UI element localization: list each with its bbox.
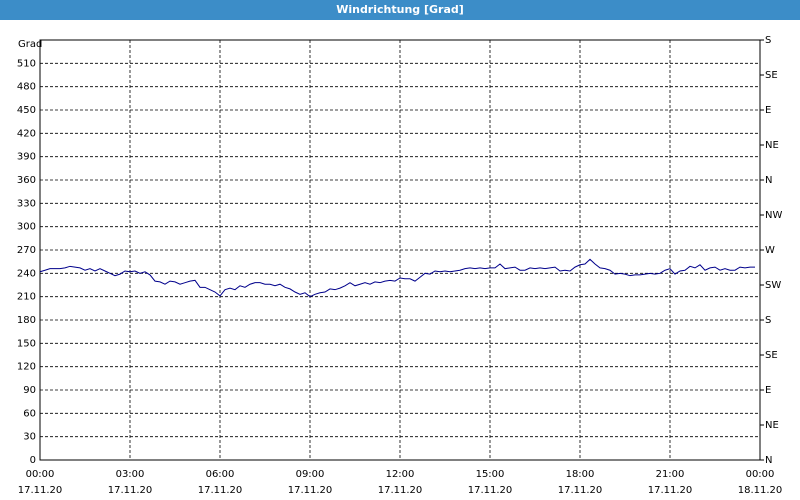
y2-tick-label: NE: [765, 420, 779, 431]
y-tick-label: 0: [30, 455, 36, 466]
y-tick-label: 180: [17, 315, 36, 326]
x-tick-label: 12:00: [386, 469, 415, 480]
y-tick-label: 420: [17, 128, 36, 139]
y-tick-label: 150: [17, 338, 36, 349]
y2-tick-label: E: [765, 105, 771, 116]
y2-tick-label: SE: [765, 350, 778, 361]
x-tick-date: 18.11.20: [738, 485, 783, 496]
y2-tick-label: S: [765, 35, 771, 46]
y-tick-label: 300: [17, 222, 36, 233]
y-tick-label: 30: [23, 432, 36, 443]
x-tick-date: 17.11.20: [558, 485, 603, 496]
x-tick-date: 17.11.20: [378, 485, 423, 496]
x-tick-label: 21:00: [656, 469, 685, 480]
y-tick-label: 450: [17, 105, 36, 116]
x-tick-date: 17.11.20: [18, 485, 63, 496]
x-tick-label: 18:00: [566, 469, 595, 480]
y-tick-label: 330: [17, 198, 36, 209]
y-tick-label: 480: [17, 82, 36, 93]
x-tick-label: 00:00: [26, 469, 55, 480]
x-tick-label: 03:00: [116, 469, 145, 480]
y-tick-label: 240: [17, 268, 36, 279]
y-tick-label: 60: [23, 408, 36, 419]
x-tick-date: 17.11.20: [468, 485, 513, 496]
x-tick-label: 00:00: [746, 469, 775, 480]
x-tick-date: 17.11.20: [198, 485, 243, 496]
x-tick-label: 06:00: [206, 469, 235, 480]
y-axis-label: Grad: [18, 39, 42, 50]
y2-tick-label: E: [765, 385, 771, 396]
y2-tick-label: N: [765, 175, 772, 186]
x-tick-date: 17.11.20: [648, 485, 693, 496]
y-tick-label: 120: [17, 362, 36, 373]
data-line: [39, 258, 755, 298]
x-tick-label: 09:00: [296, 469, 325, 480]
y-tick-label: 510: [17, 58, 36, 69]
x-tick-label: 15:00: [476, 469, 505, 480]
y2-tick-label: NW: [765, 210, 782, 221]
y-tick-label: 90: [23, 385, 36, 396]
x-tick-date: 17.11.20: [108, 485, 153, 496]
header-bar: [0, 0, 800, 20]
y2-tick-label: NE: [765, 140, 779, 151]
y-tick-label: 360: [17, 175, 36, 186]
y2-tick-label: N: [765, 455, 772, 466]
y-tick-label: 210: [17, 292, 36, 303]
y2-tick-label: SE: [765, 70, 778, 81]
chart-title: Windrichtung [Grad]: [336, 3, 464, 16]
y-tick-label: 390: [17, 152, 36, 163]
y2-tick-label: S: [765, 315, 771, 326]
x-tick-date: 17.11.20: [288, 485, 333, 496]
y-tick-label: 270: [17, 245, 36, 256]
y2-tick-label: SW: [765, 280, 781, 291]
y2-tick-label: W: [765, 245, 775, 256]
